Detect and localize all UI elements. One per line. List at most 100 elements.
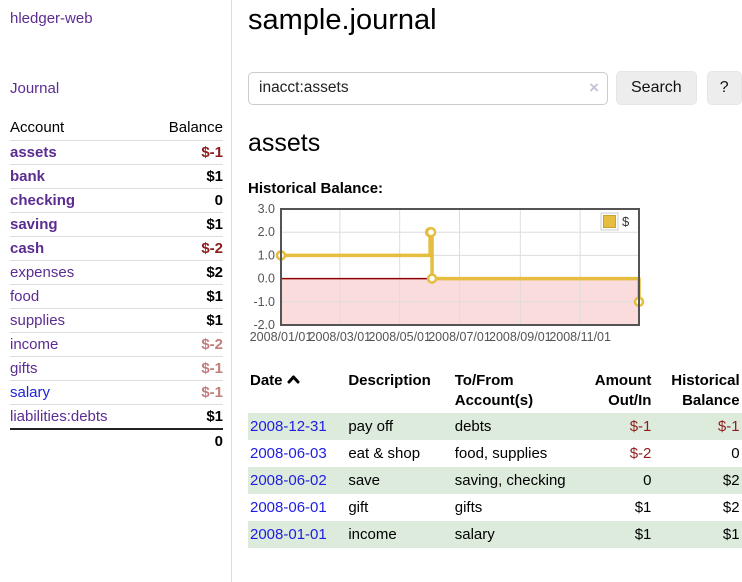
transaction-amount: $-2 bbox=[629, 445, 652, 462]
transaction-accounts: salary bbox=[452, 521, 573, 548]
transaction-description: eat & shop bbox=[348, 445, 421, 462]
sort-ascending-icon bbox=[287, 371, 300, 391]
account-row: liabilities:debts $1 bbox=[10, 404, 223, 429]
register-header-row: Date Description To/From Account(s) Amoun… bbox=[248, 369, 742, 413]
search-button[interactable]: Search bbox=[616, 71, 697, 105]
account-balance: $2 bbox=[146, 260, 223, 285]
transaction-balance: 0 bbox=[731, 445, 740, 462]
historical-balance-chart: 3.0 2.0 1.0 0.0 -1.0 -2.0 2008/01/01 2008/03/01… bbox=[248, 202, 742, 353]
transaction-balance: $-1 bbox=[653, 413, 742, 440]
account-link-income[interactable]: income bbox=[10, 336, 59, 353]
accounts-total-value: 0 bbox=[146, 428, 223, 453]
account-link-cash[interactable]: cash bbox=[10, 240, 45, 257]
account-link-assets[interactable]: assets bbox=[10, 144, 57, 161]
account-row: saving $1 bbox=[10, 212, 223, 237]
account-row: supplies $1 bbox=[10, 308, 223, 333]
date-column-header[interactable]: Date bbox=[248, 369, 346, 413]
transaction-accounts: food, supplies bbox=[454, 445, 548, 462]
account-link-food[interactable]: food bbox=[10, 288, 40, 305]
transaction-description: gift bbox=[348, 499, 369, 516]
transaction-date-link[interactable]: 2008-06-03 bbox=[250, 445, 327, 462]
account-link-liabilities-debts[interactable]: liabilities:debts bbox=[10, 408, 108, 425]
balance-column-header: Historical Balance bbox=[671, 372, 740, 409]
transaction-date-link[interactable]: 2008-06-02 bbox=[250, 472, 327, 489]
description-column-header: Description bbox=[348, 372, 431, 389]
register-row: 2008-06-03 eat & shop food, supplies $-2… bbox=[248, 440, 742, 467]
account-row: gifts $-1 bbox=[10, 356, 223, 381]
account-balance: $1 bbox=[146, 284, 223, 309]
transaction-date-link[interactable]: 2008-01-01 bbox=[250, 526, 327, 543]
svg-text:-1.0: -1.0 bbox=[253, 295, 275, 309]
register-row: 2008-12-31 pay off debts $-1 $-1 bbox=[248, 413, 742, 440]
svg-text:-2.0: -2.0 bbox=[253, 318, 275, 332]
account-link-saving[interactable]: saving bbox=[10, 216, 58, 233]
help-button[interactable]: ? bbox=[706, 71, 742, 105]
account-row: cash $-2 bbox=[10, 236, 223, 261]
register-row: 2008-01-01 income salary $1 $1 bbox=[248, 521, 742, 548]
account-page-title: assets bbox=[248, 129, 321, 157]
account-row: food $1 bbox=[10, 284, 223, 309]
chart-title: Historical Balance: bbox=[248, 180, 384, 197]
account-row: bank $1 bbox=[10, 164, 223, 189]
accounts-total-row: 0 bbox=[10, 428, 223, 453]
account-balance: $1 bbox=[146, 308, 223, 333]
svg-text:2008/09/01: 2008/09/01 bbox=[489, 330, 552, 344]
search-input[interactable] bbox=[248, 71, 608, 105]
account-row: checking 0 bbox=[10, 188, 223, 213]
search-form: × Search ? bbox=[248, 71, 742, 105]
transaction-accounts: saving, checking bbox=[452, 467, 573, 494]
transaction-description: pay off bbox=[346, 413, 453, 440]
account-column-header: Account bbox=[10, 119, 65, 136]
transaction-date-link[interactable]: 2008-06-01 bbox=[250, 499, 327, 516]
app-title-link[interactable]: hledger-web bbox=[10, 10, 93, 27]
svg-text:2008/07/01: 2008/07/01 bbox=[428, 330, 491, 344]
svg-text:2008/11/01: 2008/11/01 bbox=[549, 330, 611, 344]
account-link-salary[interactable]: salary bbox=[10, 384, 51, 401]
transaction-description: income bbox=[346, 521, 453, 548]
register-row: 2008-06-02 save saving, checking 0 $2 bbox=[248, 467, 742, 494]
account-balance: $-1 bbox=[146, 356, 223, 381]
account-link-gifts[interactable]: gifts bbox=[10, 360, 38, 377]
account-link-bank[interactable]: bank bbox=[10, 168, 46, 185]
transaction-amount: 0 bbox=[572, 467, 654, 494]
svg-text:2008/01/01: 2008/01/01 bbox=[250, 330, 313, 344]
transaction-accounts: gifts bbox=[454, 499, 483, 516]
transaction-accounts: debts bbox=[452, 413, 573, 440]
clear-search-icon[interactable]: × bbox=[589, 77, 599, 97]
page-title: sample.journal bbox=[248, 4, 437, 36]
transaction-amount: $1 bbox=[634, 499, 652, 516]
account-row: expenses $2 bbox=[10, 260, 223, 285]
account-balance: $1 bbox=[146, 404, 223, 429]
account-balance: $1 bbox=[146, 212, 223, 237]
account-row: salary $-1 bbox=[10, 380, 223, 405]
account-row: income $-2 bbox=[10, 332, 223, 357]
register-row: 2008-06-01 gift gifts $1 $2 bbox=[248, 494, 742, 521]
account-balance: $1 bbox=[146, 164, 223, 189]
transaction-amount: $-1 bbox=[572, 413, 654, 440]
sidebar: hledger-web Journal Account Balance asse… bbox=[0, 0, 232, 582]
transaction-amount: $1 bbox=[572, 521, 654, 548]
amount-column-header: Amount Out/In bbox=[594, 372, 652, 409]
transaction-date-link[interactable]: 2008-12-31 bbox=[250, 418, 327, 435]
svg-text:$: $ bbox=[622, 214, 630, 229]
main-content: sample.journal × Search ? assets Histori… bbox=[232, 0, 742, 582]
sidebar-item-journal[interactable]: Journal bbox=[10, 80, 60, 97]
svg-text:2008/03/01: 2008/03/01 bbox=[309, 330, 372, 344]
svg-text:2.0: 2.0 bbox=[258, 225, 275, 239]
balance-column-header: Balance bbox=[168, 119, 223, 136]
account-link-supplies[interactable]: supplies bbox=[10, 312, 66, 329]
transaction-balance: $2 bbox=[653, 467, 742, 494]
svg-text:0.0: 0.0 bbox=[258, 272, 275, 286]
account-balance: $-1 bbox=[146, 140, 223, 165]
transaction-balance: $2 bbox=[722, 499, 740, 516]
account-row: assets $-1 bbox=[10, 140, 223, 165]
register-table: Date Description To/From Account(s) Amoun… bbox=[248, 369, 742, 548]
account-link-checking[interactable]: checking bbox=[10, 192, 76, 209]
account-link-expenses[interactable]: expenses bbox=[10, 264, 75, 281]
svg-text:1.0: 1.0 bbox=[258, 248, 275, 262]
transaction-balance: $1 bbox=[653, 521, 742, 548]
account-balance: $-2 bbox=[146, 332, 223, 357]
transaction-description: save bbox=[346, 467, 453, 494]
account-balance-table: Account Balance assets $-1 bank $1 check… bbox=[10, 116, 223, 453]
